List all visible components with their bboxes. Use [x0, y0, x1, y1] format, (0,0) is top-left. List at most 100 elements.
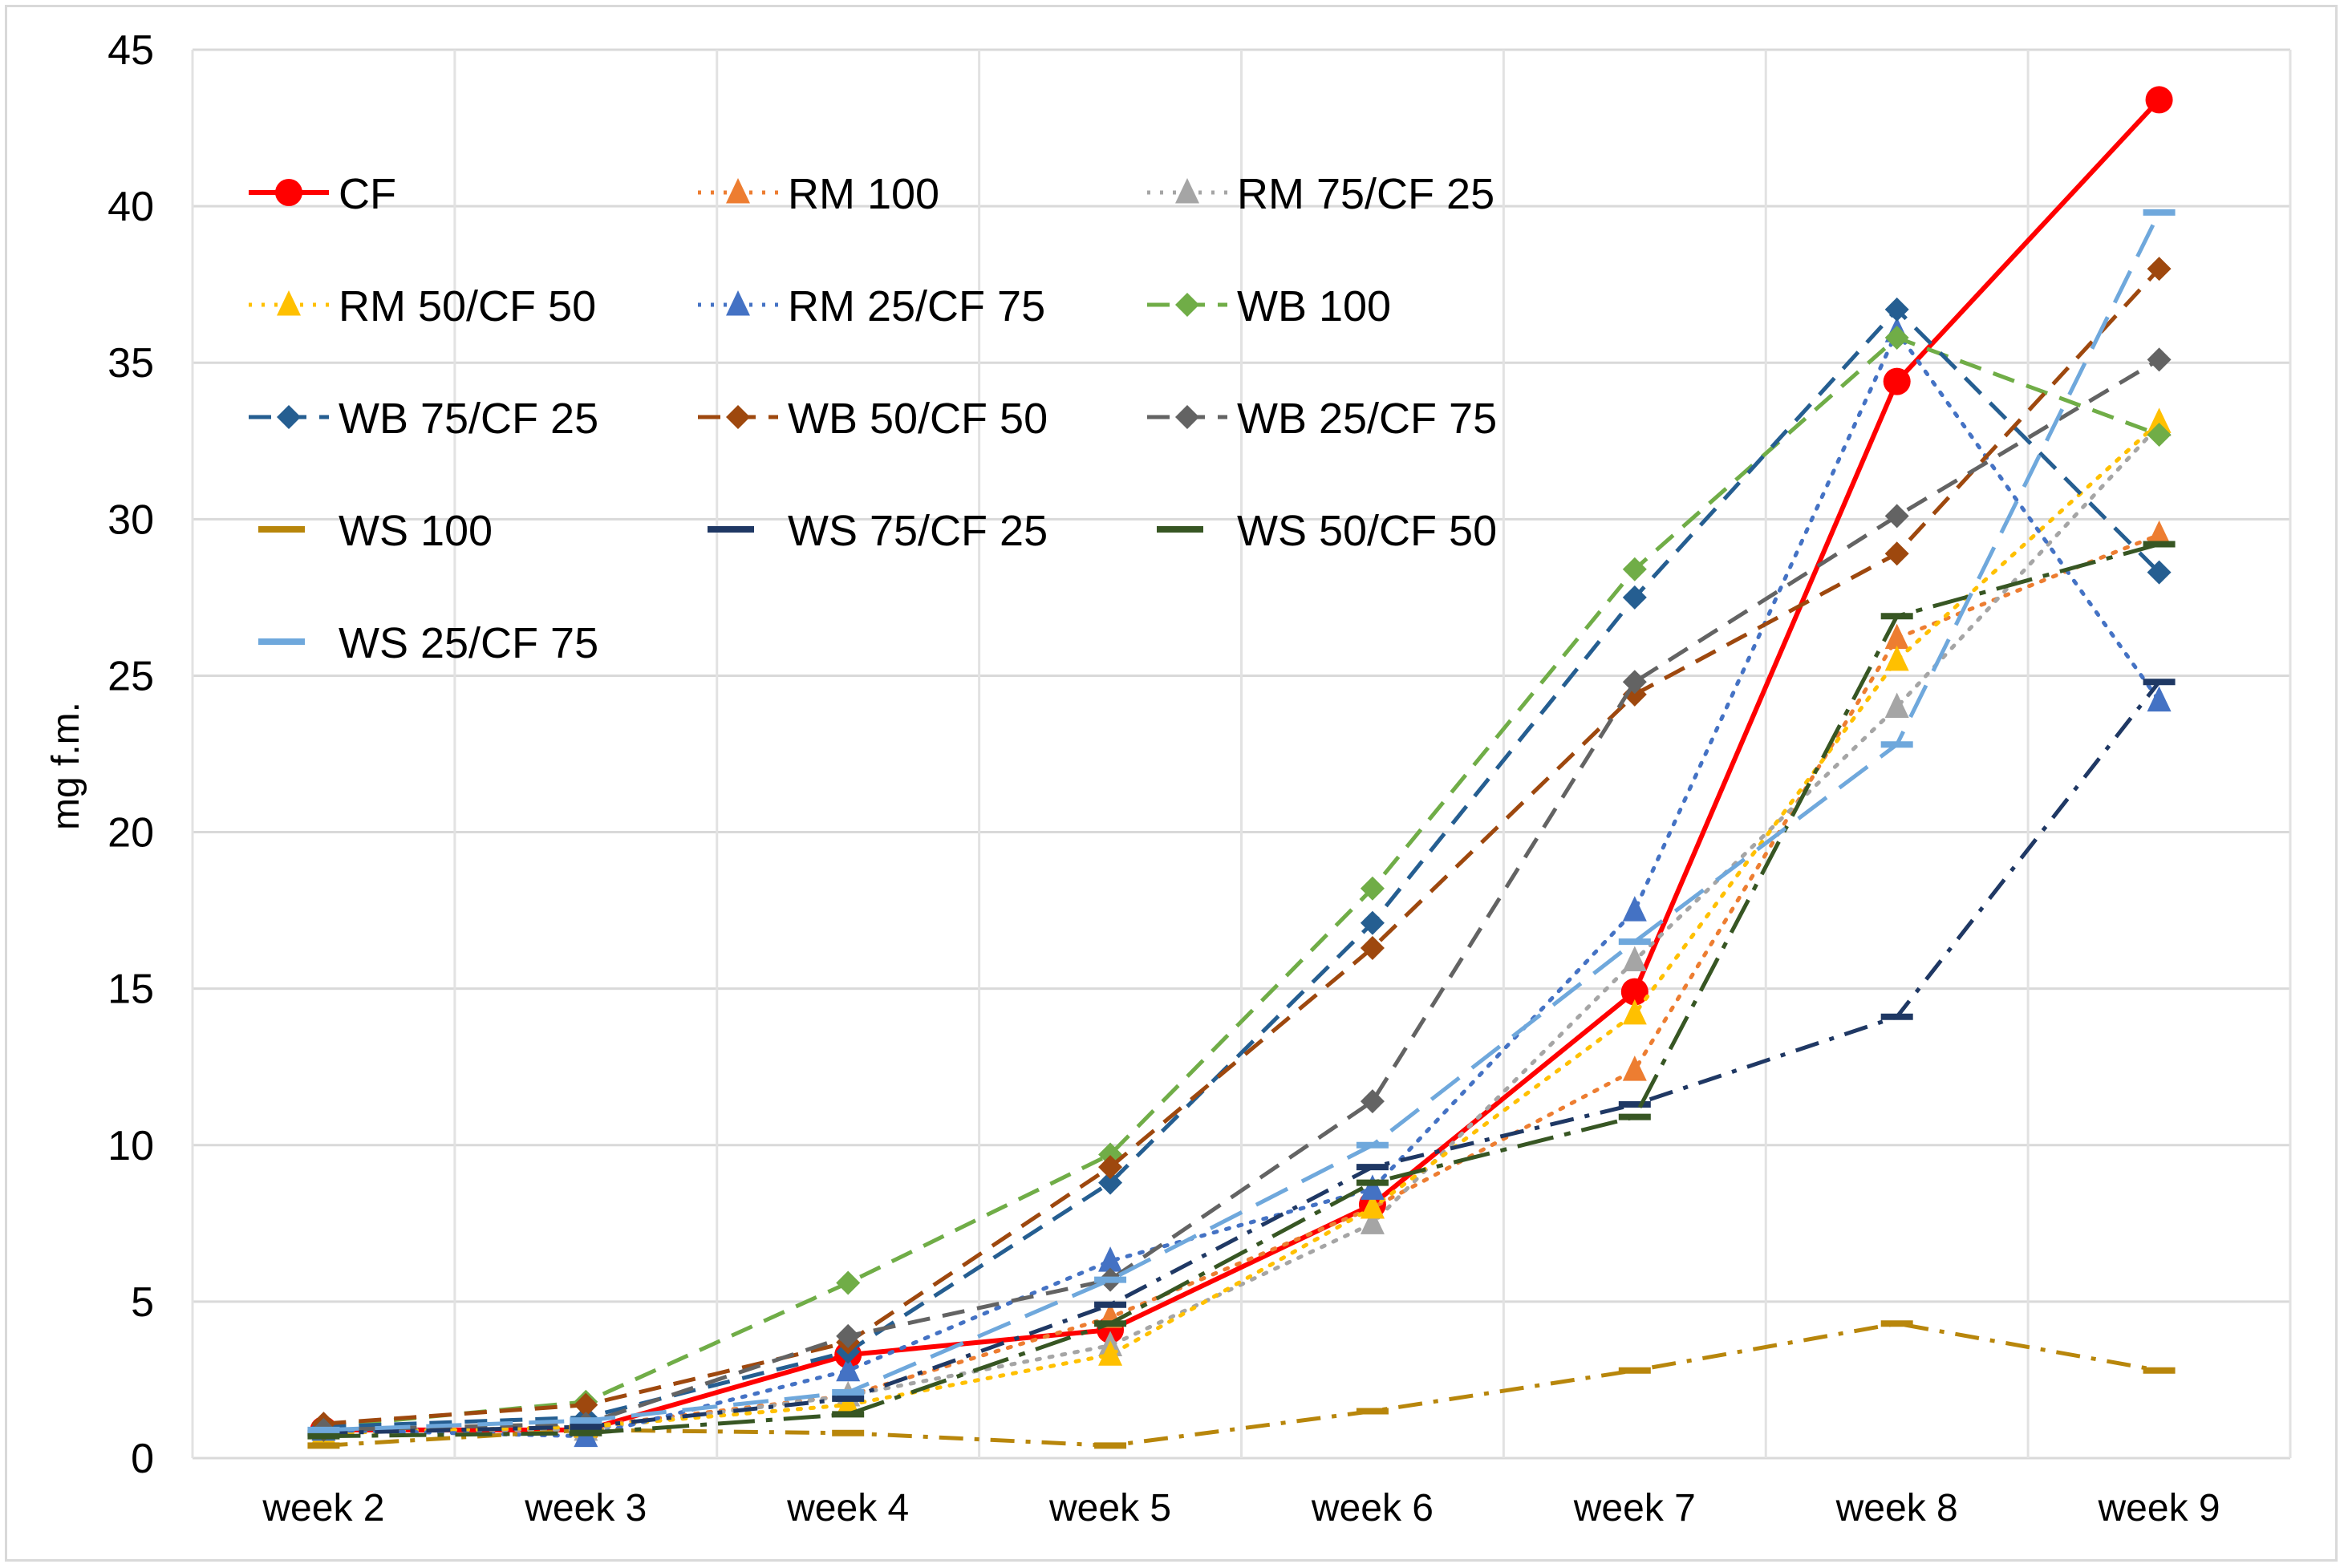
data-point — [2147, 257, 2172, 282]
series-lines — [307, 86, 2176, 1449]
legend-label: WS 100 — [339, 507, 493, 555]
y-axis-label: mg f.m. — [45, 702, 87, 830]
legend-label: RM 50/CF 50 — [339, 282, 596, 330]
legend-item: WS 50/CF 50 — [1157, 507, 1497, 555]
series-line — [323, 307, 2161, 1429]
y-tick-label: 25 — [107, 653, 154, 699]
legend-item: RM 100 — [698, 170, 939, 218]
legend-label: WB 100 — [1237, 282, 1391, 330]
series-line — [323, 358, 2160, 1432]
legend-item: WB 50/CF 50 — [698, 395, 1048, 443]
series-line — [323, 680, 2161, 1436]
legend-label: WS 25/CF 75 — [339, 619, 598, 667]
data-point — [836, 1323, 861, 1348]
data-point — [1098, 1246, 1123, 1272]
legend-label: CF — [339, 170, 396, 218]
legend-label: WS 50/CF 50 — [1237, 507, 1497, 555]
data-point — [1175, 405, 1199, 429]
series — [307, 1320, 2176, 1449]
data-point — [1360, 910, 1385, 935]
legend: CF RM 100 RM 75/CF 25 RM 50/CF 50 RM 25/CF 7… — [249, 170, 1497, 667]
series-line — [323, 211, 2161, 1432]
legend-item: CF — [249, 170, 396, 218]
legend-item: RM 75/CF 25 — [1147, 170, 1494, 218]
data-point — [1360, 935, 1385, 960]
legend-item: WS 100 — [258, 507, 493, 555]
data-point — [726, 290, 750, 316]
legend-label: WB 75/CF 25 — [339, 395, 598, 443]
x-tick-label: week 3 — [524, 1487, 647, 1530]
y-tick-label: 20 — [107, 810, 154, 857]
data-point — [574, 1392, 598, 1417]
legend-label: RM 25/CF 75 — [788, 282, 1045, 330]
y-tick-label: 15 — [107, 966, 154, 1013]
x-tick-label: week 2 — [262, 1487, 384, 1530]
data-point — [1360, 1193, 1385, 1219]
legend-item: WB 75/CF 25 — [249, 395, 598, 443]
data-point — [2147, 407, 2172, 433]
legend-label: RM 100 — [788, 170, 939, 218]
series-line — [321, 533, 2162, 1436]
x-tick-label: week 6 — [1311, 1487, 1434, 1530]
x-tick-label: week 9 — [2098, 1487, 2220, 1530]
data-point — [726, 405, 750, 429]
data-point — [1884, 623, 1909, 650]
data-point — [1098, 1340, 1123, 1366]
data-point — [1622, 896, 1647, 922]
data-point — [1620, 978, 1649, 1006]
data-point — [836, 1270, 861, 1295]
legend-item: RM 25/CF 75 — [698, 282, 1045, 330]
y-tick-label: 35 — [107, 340, 154, 387]
x-tick-label: week 5 — [1048, 1487, 1171, 1530]
series-line — [321, 419, 2162, 1436]
data-point — [2145, 86, 2173, 114]
legend-label: WS 75/CF 25 — [788, 507, 1048, 555]
data-point — [1884, 297, 1909, 322]
data-point — [1884, 326, 1909, 350]
gridlines — [191, 48, 2292, 1460]
data-point — [1622, 585, 1647, 610]
legend-item: WB 25/CF 75 — [1147, 395, 1497, 443]
data-point — [1622, 1055, 1647, 1081]
data-point — [726, 178, 750, 204]
data-point — [1175, 178, 1199, 204]
data-point — [1622, 999, 1647, 1025]
data-point — [1884, 504, 1909, 529]
data-point — [2147, 560, 2172, 585]
legend-item: WS 75/CF 25 — [708, 507, 1048, 555]
legend-item: WB 100 — [1147, 282, 1391, 330]
data-point — [275, 179, 302, 206]
x-tick-label: week 7 — [1573, 1487, 1696, 1530]
legend-label: RM 75/CF 25 — [1237, 170, 1494, 218]
legend-item: WS 25/CF 75 — [258, 619, 598, 667]
data-point — [277, 405, 301, 429]
series — [307, 541, 2176, 1440]
data-point — [2147, 422, 2172, 447]
data-point — [836, 1390, 861, 1416]
x-tick-label: week 4 — [786, 1487, 909, 1530]
legend-item: RM 50/CF 50 — [249, 282, 596, 330]
y-tick-label: 10 — [107, 1123, 154, 1169]
data-point — [836, 1355, 861, 1382]
series-line — [323, 542, 2160, 1439]
legend-label: WB 50/CF 50 — [788, 395, 1048, 443]
series-line — [323, 267, 2161, 1426]
y-tick-label: 45 — [107, 27, 154, 74]
data-point — [1360, 876, 1385, 901]
y-tick-label: 0 — [131, 1436, 154, 1482]
data-point — [1622, 670, 1647, 695]
legend-label: WB 25/CF 75 — [1237, 395, 1497, 443]
data-point — [2147, 520, 2172, 546]
series — [307, 209, 2176, 1433]
data-point — [1622, 946, 1647, 972]
y-tick-label: 40 — [107, 184, 154, 230]
data-point — [2147, 347, 2172, 372]
data-point — [1360, 1209, 1385, 1234]
x-tick-label: week 8 — [1835, 1487, 1958, 1530]
y-tick-label: 5 — [131, 1279, 154, 1326]
data-point — [2147, 686, 2172, 712]
data-point — [1098, 1155, 1123, 1180]
data-point — [1360, 1089, 1385, 1114]
data-point — [1883, 367, 1911, 395]
